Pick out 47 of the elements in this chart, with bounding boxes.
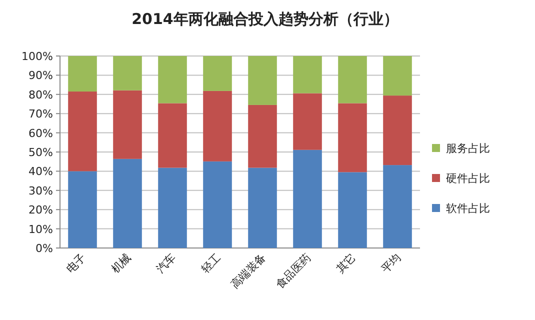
y-tick-label: 70% xyxy=(28,108,53,121)
bar xyxy=(248,56,277,105)
bar xyxy=(113,158,142,248)
y-tick-label: 40% xyxy=(28,165,53,178)
bar xyxy=(338,56,367,104)
bar xyxy=(383,56,412,96)
bar xyxy=(293,56,322,94)
bar xyxy=(68,56,97,92)
bar xyxy=(338,103,367,172)
y-tick-label: 20% xyxy=(28,204,53,217)
bar xyxy=(68,92,97,172)
x-tick-label: 食品医药 xyxy=(273,250,314,292)
y-tick-label: 30% xyxy=(28,184,53,198)
legend-label: 软件占比 xyxy=(446,202,490,215)
x-tick-label: 高端装备 xyxy=(228,250,269,292)
bar xyxy=(293,150,322,248)
y-tick-label: 0% xyxy=(36,242,53,255)
bar xyxy=(203,56,232,91)
bar xyxy=(338,172,367,248)
bar xyxy=(158,168,187,248)
x-tick-label: 轻工 xyxy=(198,250,224,276)
bar xyxy=(203,90,232,162)
chart-title: 2014年两化融合投入趋势分析（行业） xyxy=(132,10,398,28)
legend-label: 服务占比 xyxy=(446,142,490,155)
bar xyxy=(248,104,277,168)
y-tick-label: 80% xyxy=(28,88,53,102)
y-tick-label: 90% xyxy=(28,69,53,82)
bar xyxy=(383,165,412,248)
y-tick-label: 60% xyxy=(28,126,53,140)
y-tick-label: 50% xyxy=(28,146,53,159)
y-tick-label: 10% xyxy=(28,222,53,236)
bar xyxy=(158,56,187,104)
x-tick-label: 汽车 xyxy=(154,250,179,276)
x-tick-label: 机械 xyxy=(108,250,134,276)
bar xyxy=(203,161,232,248)
x-tick-label: 电子 xyxy=(64,250,89,276)
y-tick-label: 100% xyxy=(22,50,53,63)
bar xyxy=(68,171,97,248)
legend-label: 硬件占比 xyxy=(446,172,490,185)
bar xyxy=(113,90,142,159)
x-tick-label: 其它 xyxy=(334,250,359,276)
x-tick-label: 平均 xyxy=(378,250,404,276)
bar xyxy=(383,96,412,166)
bar xyxy=(248,168,277,248)
bar xyxy=(158,103,187,168)
bar xyxy=(293,93,322,150)
bar xyxy=(113,56,142,90)
